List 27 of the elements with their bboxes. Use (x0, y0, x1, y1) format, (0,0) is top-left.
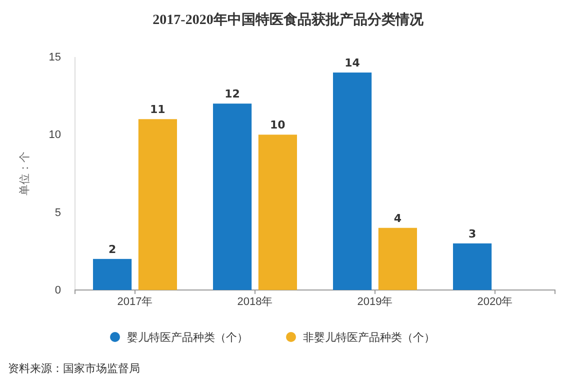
data-label: 3 (468, 227, 476, 240)
bar (378, 228, 417, 290)
y-axis-title: 单位：个 (18, 152, 31, 196)
bar (93, 258, 132, 290)
x-tick-label: 2019年 (357, 296, 393, 308)
chart-title: 2017-2020年中国特医食品获批产品分类情况 (152, 11, 424, 28)
bar (258, 134, 297, 290)
legend-label: 婴儿特医产品种类（个） (127, 331, 248, 344)
x-tick-label: 2020年 (477, 296, 513, 308)
data-label: 2 (108, 242, 116, 256)
bar (213, 104, 252, 290)
y-tick-label: 10 (48, 129, 61, 142)
x-tick-label: 2018年 (237, 296, 273, 308)
data-label: 12 (224, 88, 240, 101)
data-label: 4 (394, 212, 402, 225)
x-tick-label: 2017年 (117, 296, 153, 308)
y-tick-label: 15 (48, 52, 61, 64)
data-label: 11 (150, 103, 166, 116)
y-tick-label: 0 (54, 284, 61, 297)
data-label: 14 (344, 56, 360, 70)
text: 资料来源：国家市场监督局 (8, 362, 140, 375)
bar (333, 72, 372, 290)
bar (453, 243, 492, 290)
y-tick-label: 5 (54, 206, 61, 219)
bar (138, 119, 177, 290)
legend-label: 非婴儿特医产品种类（个） (303, 331, 435, 344)
data-label: 10 (270, 118, 286, 132)
